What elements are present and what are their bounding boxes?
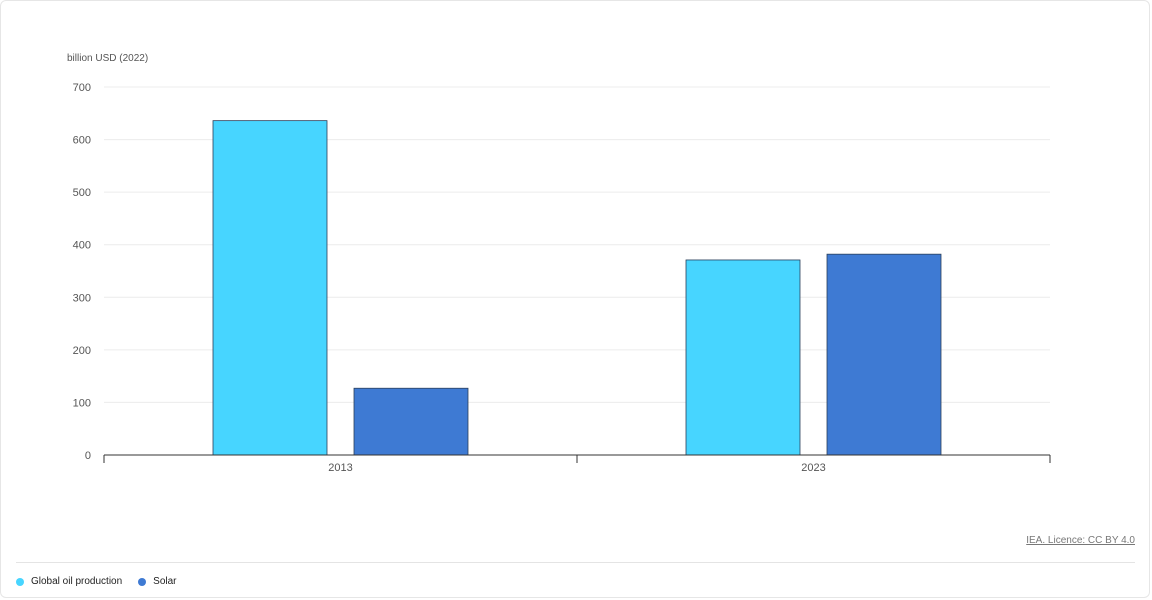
legend-item-oil[interactable]: Global oil production	[16, 576, 122, 587]
bars	[212, 120, 942, 456]
source-credit-link[interactable]: IEA. Licence: CC BY 4.0	[1026, 535, 1135, 546]
bar-global-oil-production-2023[interactable]	[685, 259, 801, 456]
y-tick-label: 300	[73, 292, 91, 304]
y-axis-ticks: 0 100 200 300 400 500 600 700	[73, 82, 91, 462]
x-tick-label: 2023	[801, 462, 825, 474]
y-axis-unit-label: billion USD (2022)	[67, 53, 148, 64]
x-axis: 2013 2023	[103, 454, 1051, 474]
bar-solar-2023[interactable]	[826, 253, 942, 456]
legend-item-solar[interactable]: Solar	[138, 576, 177, 587]
y-tick-label: 700	[73, 82, 91, 94]
y-tick-label: 500	[73, 187, 91, 199]
legend-swatch-oil	[16, 577, 24, 586]
legend-divider	[16, 562, 1135, 563]
y-tick-label: 400	[73, 240, 91, 252]
legend-swatch-solar	[138, 577, 147, 586]
y-tick-label: 0	[85, 450, 91, 462]
y-tick-label: 200	[73, 345, 91, 357]
legend: Global oil production Solar	[16, 576, 177, 587]
y-tick-label: 100	[73, 397, 91, 409]
bar-solar-2013[interactable]	[353, 387, 469, 456]
y-tick-label: 600	[73, 135, 91, 147]
x-tick-label: 2013	[328, 462, 352, 474]
bar-global-oil-production-2013[interactable]	[212, 120, 328, 456]
legend-label-oil: Global oil production	[31, 576, 123, 587]
legend-label-solar: Solar	[153, 576, 177, 587]
